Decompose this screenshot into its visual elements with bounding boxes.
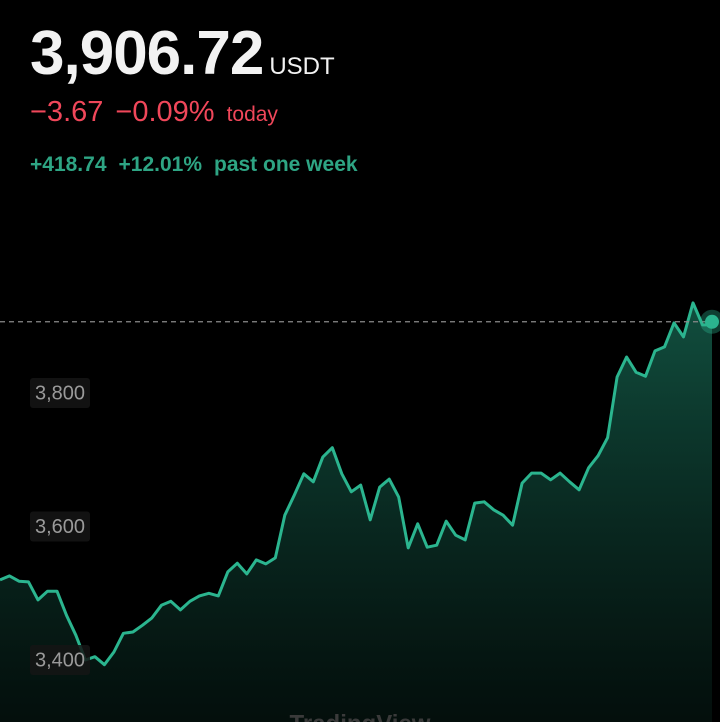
- area-fill: [0, 302, 712, 722]
- price: 3,906.72: [30, 19, 264, 88]
- week-percent: +12.01%: [118, 153, 203, 176]
- last-price-dot: [705, 314, 719, 329]
- price-line: [0, 301, 712, 667]
- today-change: −3.67: [30, 96, 104, 128]
- week-label: past one week: [214, 153, 358, 176]
- y-tick-label: 3,600: [35, 516, 85, 538]
- y-tick-bg: [30, 378, 90, 408]
- y-tick-label: 3,400: [35, 649, 85, 671]
- price-row: 3,906.72 USDT: [30, 18, 335, 89]
- y-tick-bg: [30, 511, 90, 542]
- watermark: TradingView: [290, 710, 431, 722]
- week-row: +418.74 +12.01% past one week: [30, 153, 370, 177]
- today-row: −3.67 −0.09% today: [30, 96, 290, 129]
- y-tick-label: 3,800: [35, 382, 85, 404]
- week-change: +418.74: [30, 153, 107, 176]
- currency: USDT: [269, 53, 335, 80]
- y-tick-bg: [30, 645, 90, 675]
- today-label: today: [226, 103, 278, 126]
- today-percent: −0.09%: [115, 96, 215, 128]
